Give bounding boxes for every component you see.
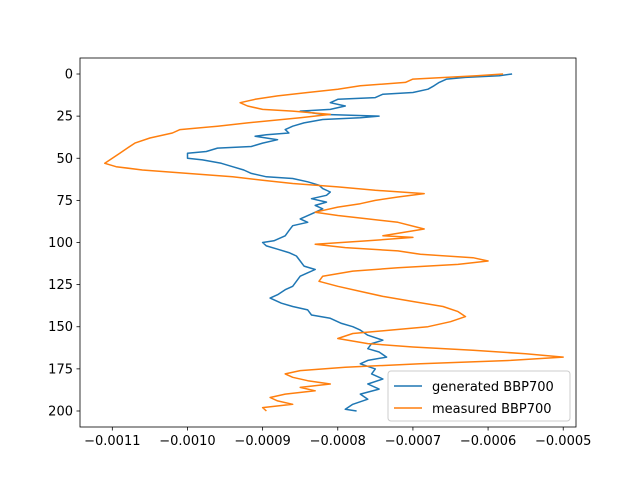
y-tick-label: 25 (56, 110, 73, 125)
legend-label-measured: measured BBP700 (432, 402, 552, 417)
x-tick-label: −0.0009 (234, 434, 290, 449)
x-tick-label: −0.0007 (385, 434, 441, 449)
y-tick-label: 100 (48, 236, 73, 251)
legend-label-generated: generated BBP700 (432, 380, 554, 395)
y-tick-label: 75 (56, 194, 73, 209)
x-tick-label: −0.0010 (159, 434, 215, 449)
y-tick-label: 125 (48, 278, 73, 293)
y-tick-label: 175 (48, 362, 73, 377)
y-axis: 0 25 50 75 100 125 150 175 200 (48, 68, 80, 419)
series-line-1 (104, 73, 564, 412)
y-tick-label: 200 (48, 404, 73, 419)
y-tick-label: 0 (65, 68, 73, 83)
x-axis: −0.0011 −0.0010 −0.0009 −0.0008 −0.0007 −0.00… (84, 427, 591, 449)
x-tick-label: −0.0008 (310, 434, 366, 449)
x-tick-label: −0.0011 (84, 434, 140, 449)
legend: generated BBP700 measured BBP700 (387, 370, 571, 422)
legend-box (387, 370, 571, 422)
series-layer (104, 73, 564, 412)
x-tick-label: −0.0005 (535, 434, 591, 449)
y-tick-label: 150 (48, 320, 73, 335)
y-tick-label: 50 (56, 152, 73, 167)
x-tick-label: −0.0006 (460, 434, 516, 449)
